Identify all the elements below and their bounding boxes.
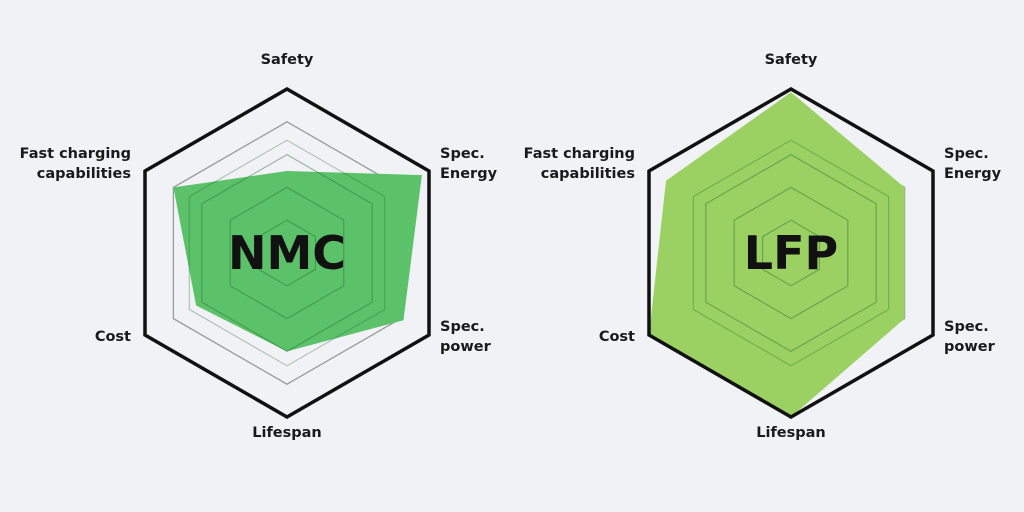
axis-label-line: Cost <box>599 329 635 345</box>
chart-center-label: NMC <box>228 226 346 280</box>
grid-ring-1 <box>762 219 820 287</box>
axis-label-line: capabilities <box>541 166 635 182</box>
axis-label: Fast charging capabilities <box>20 146 131 182</box>
radar-chart-lfp: Safety Spec. Energy Spec. power Lifespan Cost F… <box>524 52 1002 441</box>
radar-chart-nmc: Safety Spec. Energy Spec. power Lifespan Cost F… <box>20 52 498 441</box>
chart-center-label: LFP <box>744 226 838 280</box>
axis-label-line: Spec. <box>440 319 485 335</box>
axis-label-line: Energy <box>440 166 498 182</box>
axis-label-line: Energy <box>944 166 1002 182</box>
axis-label: Safety <box>261 52 314 68</box>
axis-label: Spec. power <box>440 319 492 355</box>
data-area <box>649 92 905 418</box>
axis-label: Spec. power <box>944 319 996 355</box>
axis-label: Lifespan <box>756 425 825 441</box>
grid-ring-2 <box>733 186 849 320</box>
outer-hexagon <box>647 86 935 420</box>
axis-label: Spec. Energy <box>944 146 1002 182</box>
axis-label-line: Safety <box>261 52 314 68</box>
axis-label: Cost <box>599 329 635 345</box>
grid-ring-3 <box>705 153 877 353</box>
axis-label-line: Fast charging <box>20 146 131 162</box>
axis-label-line: Spec. <box>944 146 989 162</box>
axis-label-line: Cost <box>95 329 131 345</box>
axis-label-line: Spec. <box>440 146 485 162</box>
data-area <box>173 171 422 352</box>
axis-label-line: Safety <box>765 52 818 68</box>
axis-label: Safety <box>765 52 818 68</box>
axis-label: Fast charging capabilities <box>524 146 635 182</box>
outer-hexagon <box>143 86 431 420</box>
axis-label-line: power <box>440 339 492 355</box>
axis-label-line: Lifespan <box>756 425 825 441</box>
grid-ring-1 <box>258 219 316 287</box>
axis-label-line: power <box>944 339 996 355</box>
grid-ring-4 <box>188 139 386 367</box>
axis-label-line: Fast charging <box>524 146 635 162</box>
axis-label: Lifespan <box>252 425 321 441</box>
grid-ring-3 <box>201 153 373 353</box>
axis-label-line: Lifespan <box>252 425 321 441</box>
axis-label: Cost <box>95 329 131 345</box>
axis-label-line: Spec. <box>944 319 989 335</box>
axis-label-line: capabilities <box>37 166 131 182</box>
axis-label: Spec. Energy <box>440 146 498 182</box>
grid-ring-4 <box>692 139 890 367</box>
grid-ring-2 <box>229 186 345 320</box>
